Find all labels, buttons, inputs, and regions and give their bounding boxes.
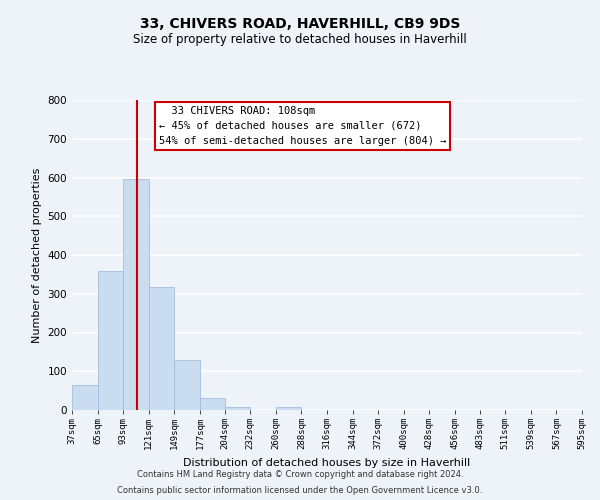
Bar	[123, 178, 149, 410]
Bar	[175, 360, 200, 410]
Bar	[72, 385, 98, 410]
Y-axis label: Number of detached properties: Number of detached properties	[32, 168, 42, 342]
Text: Contains HM Land Registry data © Crown copyright and database right 2024.: Contains HM Land Registry data © Crown c…	[137, 470, 463, 479]
Bar	[276, 407, 301, 410]
Bar	[200, 398, 224, 410]
Bar	[149, 287, 175, 410]
X-axis label: Distribution of detached houses by size in Haverhill: Distribution of detached houses by size …	[184, 458, 470, 468]
Text: Contains public sector information licensed under the Open Government Licence v3: Contains public sector information licen…	[118, 486, 482, 495]
Text: 33 CHIVERS ROAD: 108sqm
← 45% of detached houses are smaller (672)
54% of semi-d: 33 CHIVERS ROAD: 108sqm ← 45% of detache…	[158, 106, 446, 146]
Bar	[98, 272, 123, 410]
Text: 33, CHIVERS ROAD, HAVERHILL, CB9 9DS: 33, CHIVERS ROAD, HAVERHILL, CB9 9DS	[140, 18, 460, 32]
Bar	[224, 407, 250, 410]
Text: Size of property relative to detached houses in Haverhill: Size of property relative to detached ho…	[133, 32, 467, 46]
